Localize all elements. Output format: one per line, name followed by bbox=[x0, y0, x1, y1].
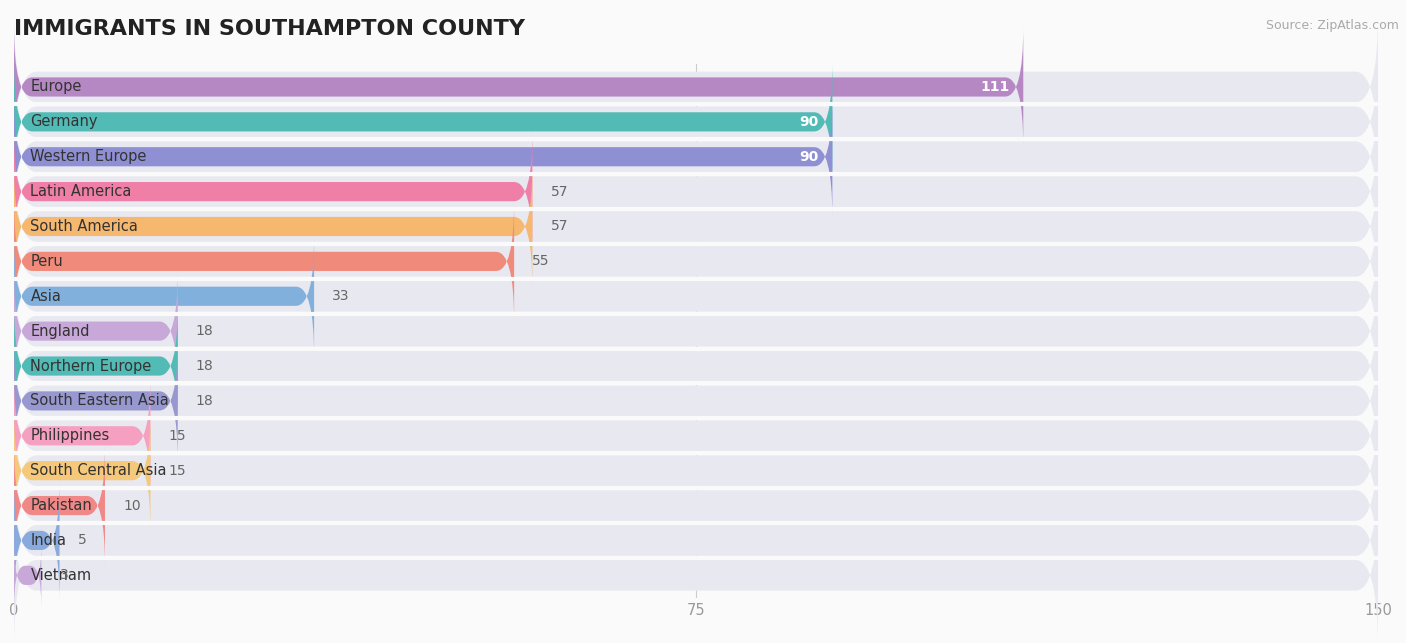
FancyBboxPatch shape bbox=[14, 131, 533, 252]
Text: South Eastern Asia: South Eastern Asia bbox=[31, 394, 169, 408]
Text: Asia: Asia bbox=[31, 289, 62, 303]
FancyBboxPatch shape bbox=[14, 306, 177, 426]
Text: 3: 3 bbox=[59, 568, 69, 583]
FancyBboxPatch shape bbox=[14, 543, 41, 608]
FancyBboxPatch shape bbox=[14, 201, 515, 322]
Text: 18: 18 bbox=[195, 394, 214, 408]
FancyBboxPatch shape bbox=[14, 410, 150, 531]
FancyBboxPatch shape bbox=[14, 120, 1378, 264]
Text: 111: 111 bbox=[980, 80, 1010, 94]
Text: Vietnam: Vietnam bbox=[31, 568, 91, 583]
Text: South America: South America bbox=[31, 219, 138, 234]
FancyBboxPatch shape bbox=[14, 433, 1378, 577]
FancyBboxPatch shape bbox=[14, 27, 1024, 147]
FancyBboxPatch shape bbox=[14, 50, 1378, 194]
Text: Peru: Peru bbox=[31, 254, 63, 269]
Text: 57: 57 bbox=[551, 219, 568, 233]
Text: Source: ZipAtlas.com: Source: ZipAtlas.com bbox=[1265, 19, 1399, 32]
Text: 18: 18 bbox=[195, 359, 214, 373]
FancyBboxPatch shape bbox=[14, 294, 1378, 438]
FancyBboxPatch shape bbox=[14, 167, 533, 287]
Text: 5: 5 bbox=[77, 534, 86, 547]
Text: India: India bbox=[31, 533, 66, 548]
Text: Northern Europe: Northern Europe bbox=[31, 359, 152, 374]
FancyBboxPatch shape bbox=[14, 271, 177, 392]
FancyBboxPatch shape bbox=[14, 399, 1378, 543]
FancyBboxPatch shape bbox=[14, 224, 1378, 368]
Text: England: England bbox=[31, 323, 90, 339]
Text: 57: 57 bbox=[551, 185, 568, 199]
FancyBboxPatch shape bbox=[14, 341, 177, 461]
FancyBboxPatch shape bbox=[14, 376, 150, 496]
Text: 15: 15 bbox=[169, 429, 186, 443]
Text: South Central Asia: South Central Asia bbox=[31, 463, 167, 478]
FancyBboxPatch shape bbox=[14, 469, 1378, 612]
Text: 33: 33 bbox=[332, 289, 350, 303]
Text: 10: 10 bbox=[124, 498, 141, 512]
FancyBboxPatch shape bbox=[14, 190, 1378, 333]
Text: Europe: Europe bbox=[31, 80, 82, 95]
Text: Western Europe: Western Europe bbox=[31, 149, 146, 164]
FancyBboxPatch shape bbox=[14, 446, 105, 566]
Text: 18: 18 bbox=[195, 324, 214, 338]
FancyBboxPatch shape bbox=[14, 96, 832, 217]
Text: Germany: Germany bbox=[31, 114, 98, 129]
FancyBboxPatch shape bbox=[14, 85, 1378, 229]
FancyBboxPatch shape bbox=[14, 155, 1378, 298]
FancyBboxPatch shape bbox=[14, 236, 314, 356]
Text: Pakistan: Pakistan bbox=[31, 498, 93, 513]
Text: Philippines: Philippines bbox=[31, 428, 110, 443]
Text: 90: 90 bbox=[800, 115, 818, 129]
Text: 90: 90 bbox=[800, 150, 818, 164]
FancyBboxPatch shape bbox=[14, 62, 832, 182]
FancyBboxPatch shape bbox=[14, 329, 1378, 473]
FancyBboxPatch shape bbox=[14, 480, 59, 601]
FancyBboxPatch shape bbox=[14, 259, 1378, 403]
Text: 15: 15 bbox=[169, 464, 186, 478]
Text: IMMIGRANTS IN SOUTHAMPTON COUNTY: IMMIGRANTS IN SOUTHAMPTON COUNTY bbox=[14, 19, 524, 39]
FancyBboxPatch shape bbox=[14, 364, 1378, 507]
FancyBboxPatch shape bbox=[14, 15, 1378, 159]
Text: 55: 55 bbox=[533, 255, 550, 268]
Text: Latin America: Latin America bbox=[31, 184, 132, 199]
FancyBboxPatch shape bbox=[14, 503, 1378, 643]
